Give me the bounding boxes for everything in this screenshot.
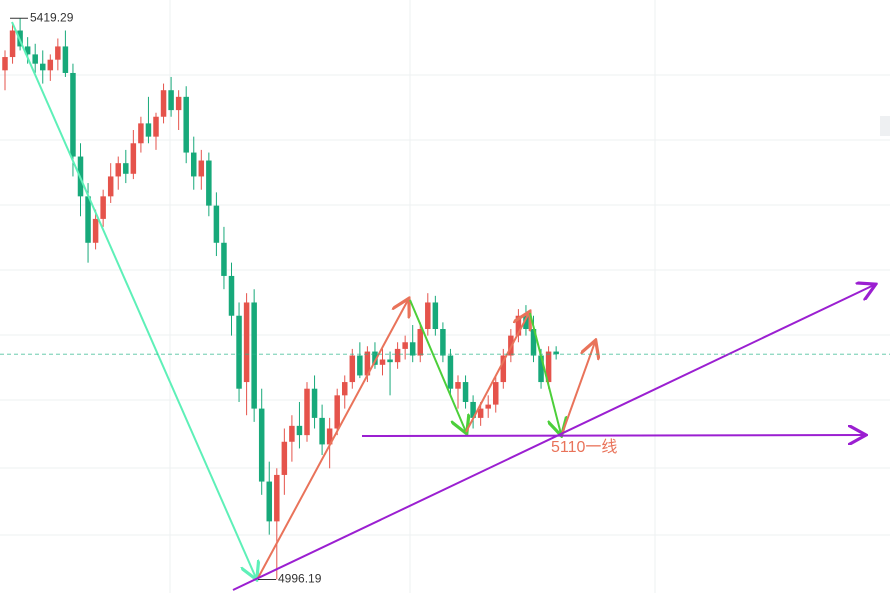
candle-body xyxy=(409,342,416,356)
trend-line xyxy=(232,285,874,591)
trend-line xyxy=(529,312,561,434)
candle-body xyxy=(289,425,295,442)
candle-body xyxy=(266,481,272,522)
candle-body xyxy=(425,302,431,330)
candle-body xyxy=(485,404,491,409)
candle-body xyxy=(47,59,54,71)
trend-lines xyxy=(11,21,874,591)
candle-body xyxy=(243,302,250,383)
candle-body xyxy=(538,355,544,383)
candle-body xyxy=(145,123,152,137)
candle-body xyxy=(364,351,371,376)
candle-body xyxy=(319,417,325,445)
candle-body xyxy=(85,196,91,243)
trend-line xyxy=(257,300,408,579)
candle-body xyxy=(402,342,408,349)
trend-line xyxy=(361,435,864,436)
candle-body xyxy=(183,96,189,153)
candle-body xyxy=(130,143,137,174)
candle-body xyxy=(342,382,348,396)
max-label: 5419.29 xyxy=(30,10,74,24)
candle-body xyxy=(123,163,129,174)
candle-body xyxy=(213,205,220,243)
candle-body xyxy=(40,63,46,71)
candle-body xyxy=(24,46,31,55)
trend-line xyxy=(465,313,529,433)
candle-body xyxy=(493,382,499,405)
candle-body xyxy=(500,355,507,383)
candle-body xyxy=(206,160,212,206)
trend-line xyxy=(561,342,595,435)
candle-body xyxy=(100,196,106,219)
trend-line xyxy=(11,21,256,578)
candle-body xyxy=(296,425,303,436)
candle-body xyxy=(477,408,484,418)
candle-body xyxy=(32,54,38,64)
candle-body xyxy=(530,329,537,356)
candle-body xyxy=(470,401,476,418)
candle-body xyxy=(545,351,552,383)
candle-body xyxy=(221,242,227,276)
candle-body xyxy=(191,152,197,177)
candle-body xyxy=(251,302,257,409)
candle-body xyxy=(228,275,235,316)
candle-body xyxy=(92,218,99,243)
candle-body xyxy=(138,123,144,144)
candle-body xyxy=(115,163,121,177)
candle-body xyxy=(9,30,16,58)
candle-body xyxy=(274,474,280,522)
candle-body xyxy=(2,57,8,71)
min-label: 4996.19 xyxy=(278,572,322,586)
candle-body xyxy=(462,382,469,402)
candle-body xyxy=(349,355,356,383)
candle-body xyxy=(236,315,242,389)
candle-body xyxy=(70,72,76,157)
candle-body xyxy=(326,428,333,445)
candle-body xyxy=(160,90,167,117)
candle-body xyxy=(107,176,114,197)
candle-body xyxy=(447,355,454,389)
candle-body xyxy=(440,329,446,356)
side-button[interactable] xyxy=(880,116,890,136)
candle-body xyxy=(553,351,559,355)
candle-body xyxy=(304,388,310,436)
candle-body xyxy=(153,116,159,137)
candle-body xyxy=(387,359,393,363)
candle-body xyxy=(357,355,363,376)
candle-body xyxy=(55,46,61,60)
trend-line xyxy=(409,299,466,432)
candle-body xyxy=(62,46,69,73)
candles xyxy=(2,18,559,580)
candle-body xyxy=(394,348,401,363)
candle-body xyxy=(258,408,265,482)
candle-body xyxy=(175,96,182,111)
candle-body xyxy=(198,160,205,177)
candle-body xyxy=(334,395,340,429)
candle-body xyxy=(417,329,423,356)
candle-body xyxy=(379,359,386,365)
candle-body xyxy=(168,90,174,111)
candle-body xyxy=(455,382,461,389)
candle-body xyxy=(281,441,288,475)
candle-body xyxy=(432,302,439,330)
candle-body xyxy=(372,351,378,365)
candle-body xyxy=(311,388,318,418)
support-label: 5110一线 xyxy=(551,438,617,456)
